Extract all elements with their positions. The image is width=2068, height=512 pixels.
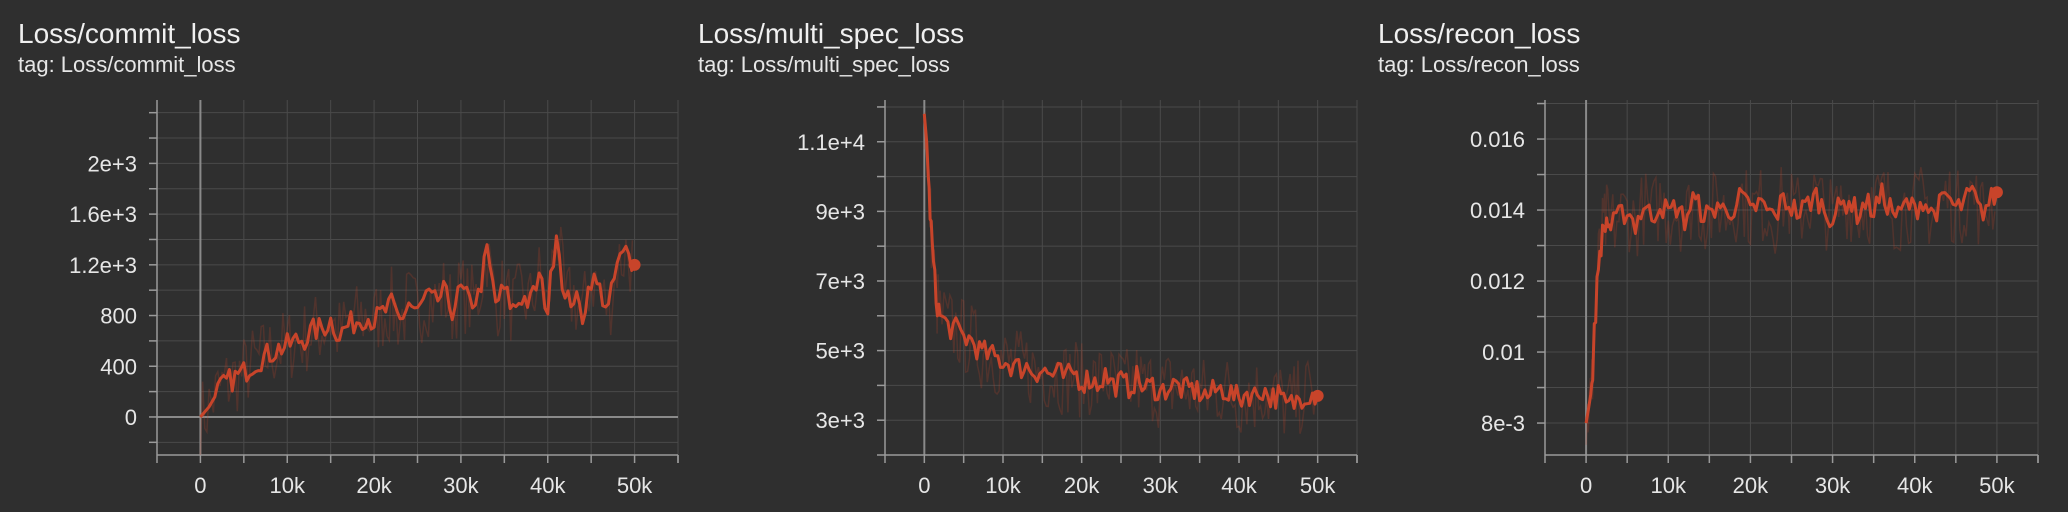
series-end-point[interactable] bbox=[1990, 186, 2003, 199]
y-tick-label: 3e+3 bbox=[815, 408, 865, 433]
x-tick-label: 50k bbox=[1979, 473, 2015, 498]
x-tick-label: 0 bbox=[918, 473, 930, 498]
series-line[interactable] bbox=[922, 113, 1320, 410]
x-tick-label: 50k bbox=[1300, 473, 1336, 498]
chart-subtitle: tag: Loss/multi_spec_loss bbox=[698, 52, 950, 77]
x-tick-label: 40k bbox=[1897, 473, 1933, 498]
y-tick-label: 8e-3 bbox=[1481, 411, 1525, 436]
chart-title: Loss/multi_spec_loss bbox=[698, 18, 965, 49]
x-tick-label: 0 bbox=[1580, 473, 1592, 498]
y-tick-label: 0.012 bbox=[1470, 269, 1525, 294]
x-tick-label: 20k bbox=[356, 473, 392, 498]
y-tick-label: 5e+3 bbox=[815, 339, 865, 364]
x-tick-label: 10k bbox=[270, 473, 306, 498]
y-tick-label: 2e+3 bbox=[87, 151, 137, 176]
x-tick-label: 10k bbox=[985, 473, 1021, 498]
chart-subtitle: tag: Loss/recon_loss bbox=[1378, 52, 1580, 77]
x-tick-label: 30k bbox=[1815, 473, 1851, 498]
line-chart-multi-spec-loss[interactable]: 0 10k 20k 30k 40k 50k 3e+3 5e+3 7e+3 9e+3 1.1e+4 bbox=[680, 0, 1360, 512]
y-tick-label: 9e+3 bbox=[815, 199, 865, 224]
chart-subtitle: tag: Loss/commit_loss bbox=[18, 52, 236, 77]
x-tick-label: 10k bbox=[1651, 473, 1687, 498]
x-tick-label: 20k bbox=[1064, 473, 1100, 498]
y-tick-label: 0.014 bbox=[1470, 198, 1525, 223]
raw-series-line bbox=[1585, 167, 1996, 445]
x-tick-label: 40k bbox=[530, 473, 566, 498]
y-tick-label: 0.016 bbox=[1470, 127, 1525, 152]
x-tick-label: 30k bbox=[443, 473, 479, 498]
series-line[interactable] bbox=[1584, 182, 1999, 424]
x-tick-label: 0 bbox=[194, 473, 206, 498]
chart-card-commit-loss: Loss/commit_loss tag: Loss/commit_loss 0… bbox=[0, 0, 680, 512]
line-chart-commit-loss[interactable]: 0 10k 20k 30k 40k 50k 0 400 800 1.2e+3 1.6e+3 2e+3 bbox=[0, 0, 680, 512]
y-tick-label: 0.01 bbox=[1482, 340, 1525, 365]
chart-card-recon-loss: Loss/recon_loss tag: Loss/recon_loss 0 10… bbox=[1360, 0, 2040, 512]
chart-card-multi-spec-loss: Loss/multi_spec_loss tag: Loss/multi_spe… bbox=[680, 0, 1360, 512]
y-tick-label: 0 bbox=[125, 405, 137, 430]
minor-grid bbox=[156, 100, 679, 455]
y-tick-label: 1.6e+3 bbox=[69, 202, 137, 227]
series-end-point[interactable] bbox=[628, 258, 641, 271]
x-tick-label: 40k bbox=[1221, 473, 1257, 498]
chart-title: Loss/recon_loss bbox=[1378, 18, 1581, 49]
y-tick-label: 1.2e+3 bbox=[69, 253, 137, 278]
x-tick-label: 20k bbox=[1733, 473, 1769, 498]
y-tick-label: 1.1e+4 bbox=[797, 130, 865, 155]
series-end-point[interactable] bbox=[1311, 389, 1324, 402]
raw-series-line bbox=[199, 226, 634, 456]
y-tick-label: 800 bbox=[100, 304, 137, 329]
x-tick-label: 50k bbox=[617, 473, 653, 498]
y-tick-label: 400 bbox=[100, 354, 137, 379]
raw-series-line bbox=[923, 111, 1317, 434]
line-chart-recon-loss[interactable]: 0 10k 20k 30k 40k 50k 8e-3 0.01 0.012 0.014 0.016 bbox=[1360, 0, 2040, 512]
x-tick-label: 30k bbox=[1143, 473, 1179, 498]
y-tick-label: 7e+3 bbox=[815, 269, 865, 294]
series-line[interactable] bbox=[199, 234, 636, 418]
chart-title: Loss/commit_loss bbox=[18, 18, 241, 49]
minor-grid bbox=[1544, 100, 2039, 455]
